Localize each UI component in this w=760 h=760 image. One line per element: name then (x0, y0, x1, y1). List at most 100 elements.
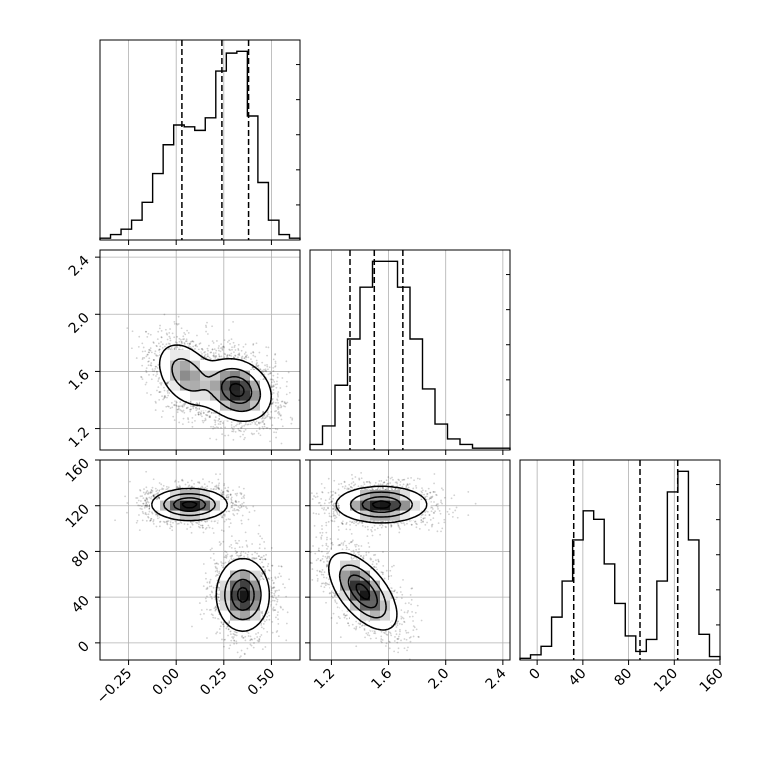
sample-point (242, 433, 244, 436)
sample-point (211, 348, 214, 351)
sample-point (280, 418, 283, 421)
sample-point (219, 632, 221, 635)
sample-point (271, 621, 274, 623)
sample-point (141, 357, 144, 359)
sample-point (217, 347, 220, 349)
sample-point (232, 632, 235, 635)
sample-point (229, 342, 231, 345)
sample-point (284, 402, 287, 405)
sample-point (178, 522, 180, 525)
sample-point (192, 345, 195, 348)
sample-point (135, 357, 138, 359)
sample-point (187, 418, 190, 421)
sample-point (141, 358, 144, 361)
sample-point (248, 511, 251, 514)
sample-point (182, 403, 185, 406)
sample-point (197, 525, 200, 528)
sample-point (206, 414, 209, 417)
sample-point (232, 438, 235, 441)
sample-point (151, 370, 154, 373)
sample-point (141, 378, 144, 381)
sample-point (173, 348, 176, 350)
sample-point (144, 350, 147, 353)
sample-point (234, 355, 237, 357)
sample-point (241, 546, 244, 548)
sample-point (279, 414, 282, 416)
sample-point (273, 380, 276, 383)
sample-point (221, 346, 224, 349)
sample-point (274, 404, 277, 407)
sample-point (157, 342, 160, 345)
sample-point (181, 478, 184, 481)
sample-point (308, 613, 310, 615)
sample-point (285, 402, 287, 405)
sample-point (140, 375, 142, 378)
sample-point (243, 497, 246, 499)
density-cell (220, 410, 231, 421)
sample-point (199, 412, 202, 415)
sample-point (230, 352, 233, 355)
sample-point (193, 483, 195, 485)
sample-point (277, 565, 280, 568)
sample-point (266, 414, 269, 417)
sample-point (194, 347, 196, 350)
density-cell (240, 360, 251, 371)
sample-point (206, 586, 209, 589)
grid-lines-h0 (128, 40, 272, 240)
sample-point (270, 410, 273, 413)
sample-point (216, 340, 218, 342)
sample-point (276, 376, 279, 379)
sample-point (149, 393, 152, 396)
sample-point (184, 340, 187, 343)
sample-point (230, 426, 233, 429)
sample-point (276, 428, 279, 431)
sample-point (209, 548, 212, 551)
sample-point (271, 397, 274, 400)
sample-point (258, 422, 261, 425)
sample-point (170, 347, 173, 349)
sample-point (266, 411, 269, 414)
sample-point (240, 427, 242, 429)
sample-point (139, 504, 141, 507)
sample-point (179, 405, 181, 408)
sample-point (221, 347, 224, 350)
sample-point (231, 502, 234, 505)
sample-point (217, 353, 220, 356)
sample-point (168, 348, 171, 350)
sample-point (166, 520, 169, 523)
sample-point (241, 514, 244, 517)
sample-point (231, 430, 233, 433)
sample-point (242, 636, 245, 639)
sample-point (273, 592, 276, 595)
sample-point (147, 360, 150, 363)
sample-point (242, 487, 245, 490)
sample-point (215, 354, 217, 357)
sample-point (274, 353, 276, 356)
sample-point (160, 416, 163, 418)
density-cell (220, 360, 231, 371)
sample-point (160, 336, 163, 338)
sample-point (195, 409, 198, 412)
sample-point (176, 408, 179, 411)
sample-point (158, 327, 161, 330)
sample-point (215, 438, 218, 441)
sample-point (262, 421, 264, 424)
sample-point (236, 542, 239, 545)
sample-point (262, 558, 264, 561)
sample-point (200, 609, 203, 611)
sample-point (278, 413, 281, 416)
density-cell (170, 360, 181, 371)
sample-point (238, 429, 241, 432)
sample-point (188, 408, 191, 411)
joint-panel-1 (99, 459, 310, 661)
sample-point (259, 558, 261, 561)
sample-point (214, 485, 216, 488)
sample-point (152, 342, 155, 344)
sample-point (190, 486, 193, 489)
sample-point (243, 357, 246, 359)
sample-point (224, 353, 227, 356)
sample-point (215, 355, 217, 358)
sample-point (236, 631, 238, 634)
sample-point (271, 398, 274, 401)
sample-point (271, 385, 274, 388)
